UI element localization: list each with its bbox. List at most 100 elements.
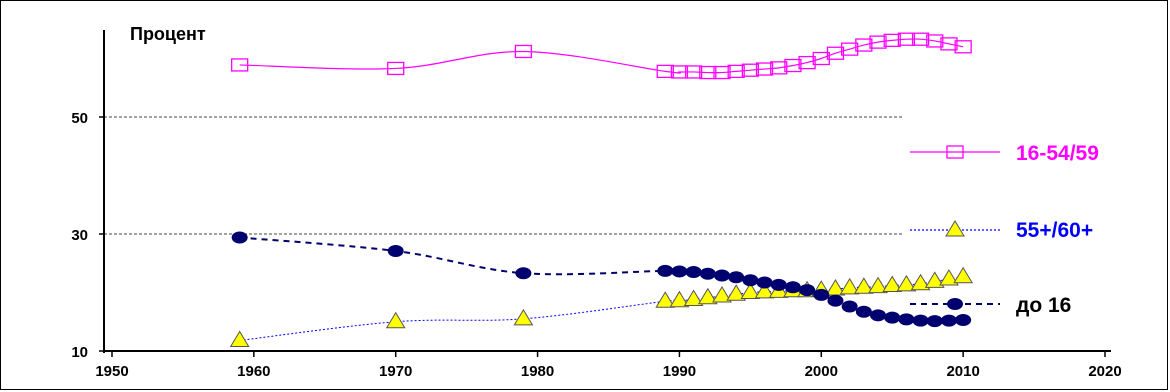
- data-point: [839, 277, 860, 295]
- data-point: [697, 287, 718, 305]
- series-layer: [229, 32, 974, 347]
- data-point: [685, 266, 702, 279]
- legend-swatch-marker: [946, 145, 964, 159]
- data-point: [855, 38, 873, 52]
- data-point: [841, 300, 858, 313]
- data-point: [231, 231, 248, 244]
- legend-label: 55+/60+: [1016, 219, 1093, 242]
- data-point: [742, 274, 759, 287]
- x-tick-label: 2000: [805, 363, 838, 380]
- x-tick-label: 1980: [521, 363, 554, 380]
- data-point: [897, 32, 916, 46]
- tick-labels: 10 30 50 1950 1960 1970 1980 1990 2000 2010 2020: [71, 110, 1121, 380]
- x-tick-label: 1960: [237, 363, 270, 380]
- data-point: [670, 65, 689, 79]
- data-point: [513, 308, 534, 326]
- data-point: [926, 315, 943, 328]
- x-tick-label: 1950: [95, 363, 128, 380]
- series-0: [231, 32, 972, 80]
- data-point: [912, 314, 929, 327]
- data-point: [813, 288, 830, 301]
- data-point: [924, 271, 945, 288]
- data-point: [939, 269, 959, 286]
- data-point: [855, 305, 872, 318]
- data-point: [713, 65, 731, 80]
- data-point: [953, 266, 974, 284]
- y-tick-label: 30: [71, 227, 88, 244]
- data-point: [385, 311, 406, 329]
- data-point: [898, 313, 915, 326]
- data-point: [683, 289, 704, 307]
- data-point: [940, 37, 958, 51]
- data-point: [515, 267, 532, 280]
- x-tick-label: 1990: [663, 363, 696, 380]
- data-point: [798, 55, 816, 70]
- data-point: [713, 269, 730, 282]
- data-point: [955, 313, 972, 326]
- data-point: [728, 271, 745, 284]
- data-point: [684, 65, 703, 79]
- data-point: [870, 309, 887, 322]
- series-2: [231, 231, 972, 328]
- axes: [99, 30, 1111, 357]
- y-tick-label: 10: [71, 344, 88, 361]
- y-tick-label: 50: [71, 110, 88, 127]
- x-tick-label: 2010: [946, 363, 979, 380]
- data-point: [869, 35, 887, 49]
- gridlines: [104, 116, 902, 235]
- legend-label: до 16: [1016, 294, 1071, 317]
- data-point: [655, 291, 676, 308]
- data-point: [231, 58, 249, 72]
- data-point: [827, 294, 844, 307]
- data-point: [754, 281, 775, 299]
- data-point: [671, 265, 688, 278]
- data-point: [841, 42, 859, 56]
- legend-entry-2: до 16: [910, 294, 1071, 317]
- data-point: [712, 286, 732, 303]
- data-point: [229, 330, 250, 347]
- data-point: [740, 282, 761, 299]
- data-point: [884, 311, 901, 324]
- y-axis-label: Процент: [130, 24, 206, 44]
- data-point: [699, 267, 716, 280]
- data-point: [770, 61, 788, 75]
- data-point: [812, 51, 830, 66]
- data-point: [727, 64, 745, 79]
- x-tick-label: 1970: [379, 363, 412, 380]
- data-point: [940, 314, 957, 327]
- data-point: [868, 276, 888, 294]
- data-point: [514, 44, 533, 59]
- data-point: [669, 290, 690, 308]
- data-point: [656, 64, 674, 79]
- data-point: [883, 33, 901, 48]
- data-point: [954, 40, 972, 54]
- data-point: [756, 276, 773, 289]
- x-tick-label: 2020: [1088, 363, 1121, 380]
- data-point: [784, 281, 801, 294]
- data-point: [741, 63, 760, 77]
- legend: 16-54/59 55+/60+ до 16: [910, 142, 1099, 317]
- series-1: [229, 266, 974, 347]
- data-point: [926, 34, 944, 48]
- data-point: [896, 274, 917, 292]
- data-point: [799, 284, 816, 297]
- legend-entry-1: 55+/60+: [910, 219, 1093, 242]
- legend-label: 16-54/59: [1016, 142, 1099, 165]
- data-point: [853, 277, 874, 294]
- data-point: [755, 62, 774, 76]
- data-point: [784, 58, 802, 73]
- series-line: [239, 38, 964, 74]
- legend-entry-0: 16-54/59: [910, 142, 1099, 165]
- legend-swatch-marker: [947, 298, 963, 310]
- data-point: [387, 61, 405, 76]
- data-point: [387, 244, 404, 257]
- data-point: [657, 264, 674, 277]
- legend-swatch-marker: [945, 220, 965, 237]
- data-point: [911, 32, 930, 46]
- data-point: [726, 284, 747, 301]
- data-point: [910, 273, 931, 291]
- data-point: [882, 275, 903, 292]
- data-point: [699, 65, 717, 80]
